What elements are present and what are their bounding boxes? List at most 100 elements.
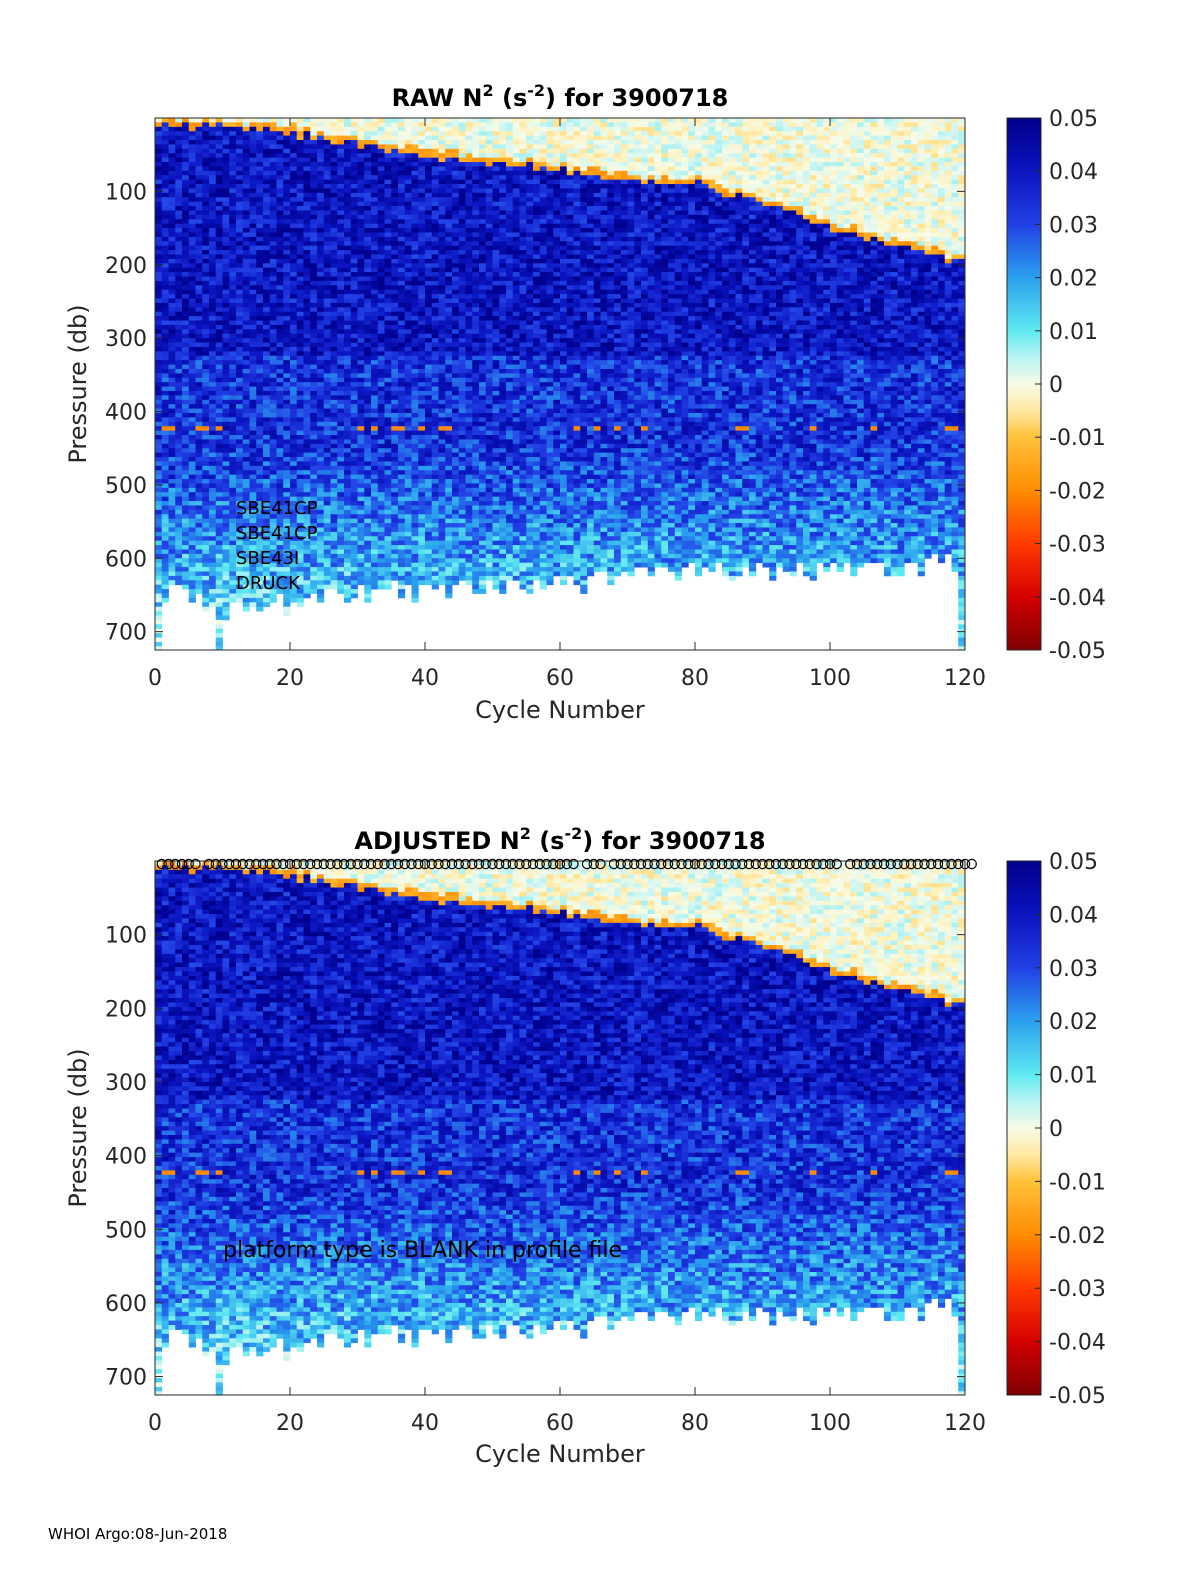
heatmap-cell — [269, 368, 277, 374]
heatmap-cell — [357, 135, 365, 141]
heatmap-cell — [344, 263, 352, 269]
heatmap-cell — [269, 170, 277, 176]
heatmap-cell — [249, 479, 257, 484]
heatmap-cell — [391, 175, 399, 181]
heatmap-cell — [344, 324, 352, 330]
heatmap-cell — [303, 575, 311, 581]
heatmap-cell — [296, 210, 304, 216]
heatmap-cell — [168, 562, 176, 568]
heatmap-cell — [276, 157, 284, 163]
heatmap-cell — [249, 571, 257, 577]
heatmap-cell — [215, 316, 223, 321]
heatmap-cell — [364, 333, 372, 339]
heatmap-cell — [290, 118, 298, 123]
heatmap-cell — [209, 342, 217, 348]
heatmap-cell — [175, 386, 183, 392]
heatmap-cell — [161, 360, 169, 365]
heatmap-cell — [317, 272, 325, 277]
heatmap-cell — [438, 188, 446, 194]
heatmap-cell — [182, 333, 190, 339]
heatmap-cell — [323, 567, 331, 572]
heatmap-cell — [182, 324, 190, 330]
heatmap-cell — [161, 390, 169, 396]
heatmap-cell — [256, 439, 264, 445]
heatmap-cell — [209, 593, 217, 599]
heatmap-cell — [276, 558, 284, 564]
heatmap-cell — [182, 254, 190, 260]
heatmap-cell — [222, 602, 230, 608]
heatmap-cell — [155, 412, 163, 418]
heatmap-cell — [337, 562, 345, 568]
heatmap-cell — [209, 201, 217, 207]
heatmap-cell — [371, 509, 379, 515]
heatmap-cell — [155, 527, 163, 533]
heatmap-cell — [371, 346, 379, 352]
heatmap-cell — [425, 118, 433, 123]
heatmap-cell — [242, 219, 250, 225]
heatmap-cell — [344, 236, 352, 242]
heatmap-cell — [445, 179, 453, 185]
heatmap-cell — [215, 245, 223, 251]
heatmap-cell — [209, 457, 217, 462]
heatmap-cell — [303, 280, 311, 286]
heatmap-cell — [296, 386, 304, 392]
heatmap-cell — [263, 597, 271, 603]
heatmap-cell — [384, 408, 392, 414]
heatmap-cell — [317, 355, 325, 361]
heatmap-cell — [155, 505, 163, 511]
heatmap-cell — [438, 307, 446, 313]
heatmap-cell — [398, 214, 406, 220]
heatmap-cell — [431, 197, 439, 203]
heatmap-cell — [344, 311, 352, 317]
heatmap-cell — [215, 452, 223, 458]
heatmap-cell — [418, 232, 426, 238]
heatmap-cell — [202, 430, 210, 436]
heatmap-cell — [425, 567, 433, 572]
heatmap-cell — [323, 197, 331, 203]
heatmap-cell — [357, 536, 365, 542]
heatmap-cell — [290, 540, 298, 546]
heatmap-cell — [263, 223, 271, 229]
heatmap-cell — [222, 364, 230, 370]
heatmap-cell — [431, 531, 439, 537]
heatmap-cell — [276, 545, 284, 550]
heatmap-cell — [188, 258, 196, 264]
heatmap-cell — [296, 443, 304, 449]
heatmap-cell — [269, 589, 277, 594]
heatmap-cell — [330, 580, 338, 586]
heatmap-cell — [276, 426, 284, 431]
heatmap-cell — [290, 192, 298, 198]
heatmap-cell — [229, 421, 237, 427]
heatmap-cell — [384, 426, 392, 431]
heatmap-cell — [317, 324, 325, 330]
heatmap-cell — [411, 311, 419, 317]
heatmap-cell — [330, 417, 338, 423]
heatmap-cell — [357, 241, 365, 247]
heatmap-cell — [283, 461, 291, 467]
heatmap-cell — [303, 320, 311, 326]
heatmap-cell — [323, 241, 331, 247]
heatmap-cell — [215, 487, 223, 493]
heatmap-cell — [411, 228, 419, 233]
heatmap-cell — [283, 545, 291, 550]
heatmap-cell — [317, 289, 325, 295]
heatmap-cell — [350, 386, 358, 392]
heatmap-cell — [161, 479, 169, 484]
heatmap-cell — [330, 245, 338, 251]
heatmap-cell — [249, 214, 257, 220]
heatmap-cell — [458, 144, 466, 150]
heatmap-cell — [438, 549, 446, 555]
heatmap-cell — [215, 276, 223, 282]
heatmap-cell — [303, 360, 311, 365]
heatmap-cell — [161, 527, 169, 533]
heatmap-cell — [168, 162, 176, 167]
heatmap-cell — [364, 386, 372, 392]
heatmap-cell — [344, 118, 352, 123]
heatmap-cell — [236, 597, 244, 603]
heatmap-cell — [161, 197, 169, 203]
heatmap-cell — [418, 324, 426, 330]
heatmap-cell — [209, 553, 217, 559]
heatmap-cell — [269, 567, 277, 572]
heatmap-cell — [371, 131, 379, 137]
heatmap-cell — [317, 201, 325, 207]
